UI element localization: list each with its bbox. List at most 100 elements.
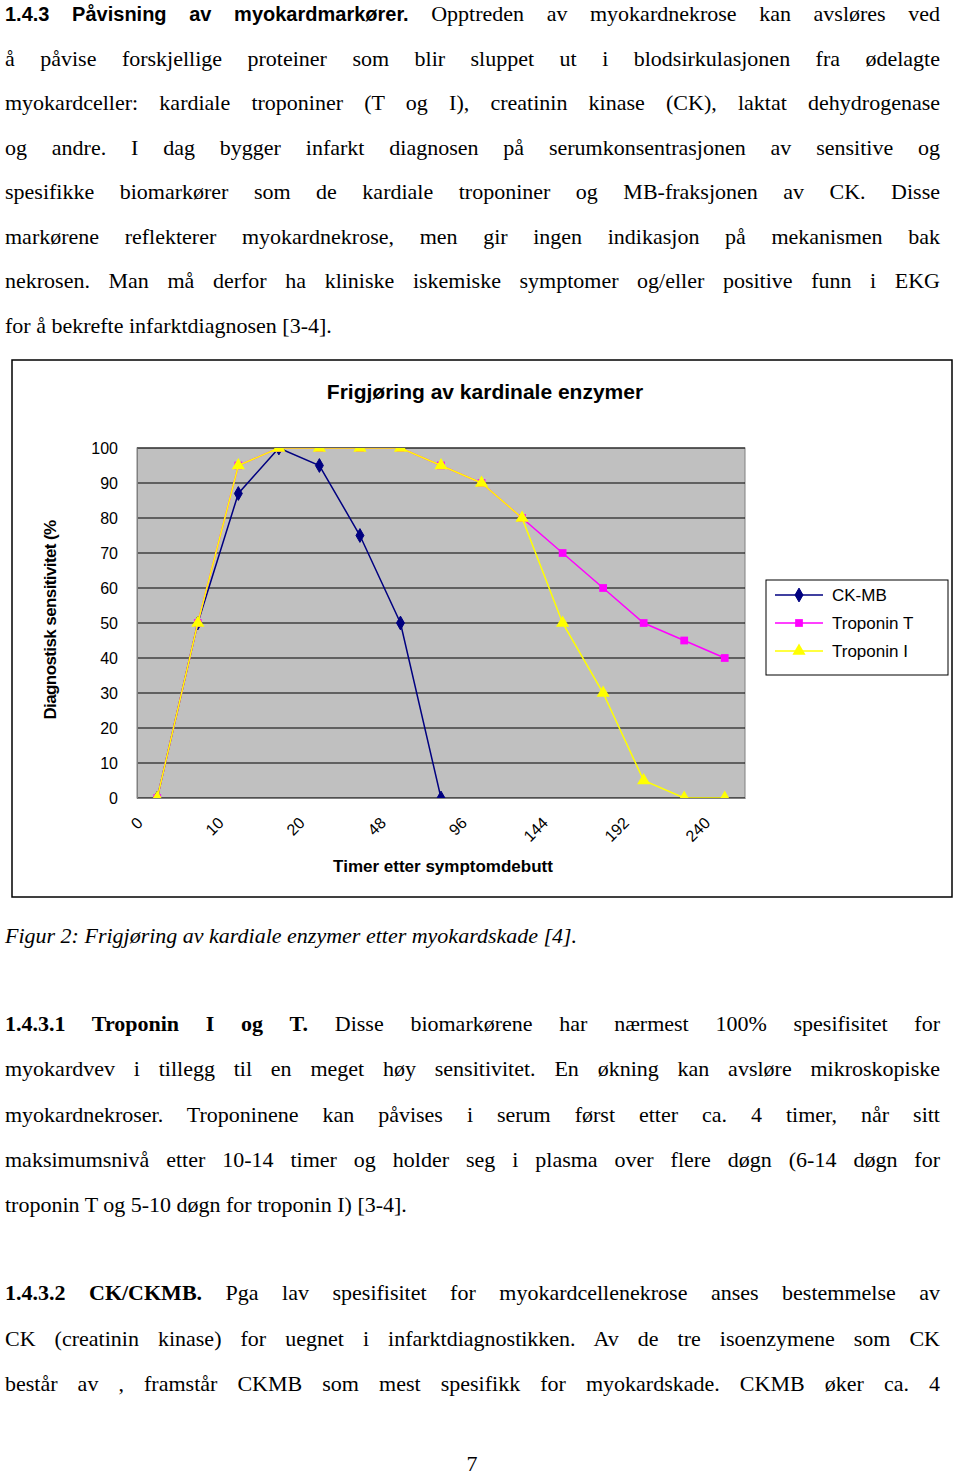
- grid-line: [137, 518, 745, 519]
- data-point: [396, 616, 404, 630]
- data-point: [640, 619, 648, 627]
- x-tick: 192: [601, 798, 644, 845]
- data-point: [151, 790, 164, 798]
- legend-marker: [795, 619, 803, 627]
- data-point: [475, 475, 488, 486]
- text-line: består av , framstår CKMB som mest spesi…: [5, 1370, 940, 1398]
- grid-line: [137, 693, 745, 694]
- page-number: 7: [462, 1451, 482, 1475]
- y-axis-title: Diagnostisk sensitivitet (%: [41, 520, 60, 720]
- data-point: [194, 616, 202, 630]
- text-line: myokardvev i tillegg til en meget høy se…: [5, 1055, 940, 1083]
- legend-label: Troponin T: [832, 614, 913, 633]
- grid-line: [137, 728, 745, 729]
- data-point: [315, 459, 323, 473]
- paragraph-text: troponin T og 5-10 døgn for troponin I) …: [5, 1192, 407, 1217]
- y-tick: 10: [100, 755, 137, 772]
- text-line: nekrosen. Man må derfor ha kliniske iske…: [5, 267, 940, 295]
- x-tick-label: 0: [128, 814, 146, 832]
- subsection-heading: 1.4.3.2 CK/CKMB.: [5, 1280, 202, 1305]
- data-point: [597, 685, 610, 696]
- data-point: [437, 791, 445, 798]
- y-tick-label: 10: [100, 755, 118, 772]
- x-tick-label: 240: [682, 814, 713, 845]
- plot-marks: [151, 448, 732, 798]
- paragraph-text: for å bekrefte infarktdiagnosen [3-4].: [5, 313, 332, 338]
- subsection-heading: 1.4.3.1 Troponin I og T.: [5, 1011, 308, 1036]
- x-tick: 10: [202, 798, 239, 839]
- chart: 0102030405060708090100010204896144192240…: [0, 0, 960, 1475]
- grid-line: [137, 623, 745, 624]
- x-tick: 20: [283, 798, 320, 839]
- x-tick-label: 96: [446, 814, 471, 839]
- grid-line: [137, 448, 745, 449]
- y-tick: 20: [100, 720, 137, 737]
- legend-label: Troponin I: [832, 642, 908, 661]
- x-tick-label: 192: [601, 814, 632, 845]
- x-tick: 0: [128, 798, 158, 832]
- y-tick-label: 50: [100, 615, 118, 632]
- paragraph-text: Disse biomarkørene har nærmest 100% spes…: [335, 1011, 940, 1036]
- data-point: [559, 549, 567, 557]
- data-point: [515, 510, 528, 521]
- y-tick: 100: [91, 440, 137, 457]
- data-point: [556, 615, 569, 626]
- series: [153, 448, 445, 798]
- data-point: [153, 794, 161, 798]
- y-tick: 30: [100, 685, 137, 702]
- text-line: å påvise forskjellige proteiner som blir…: [5, 45, 940, 73]
- series: [153, 448, 728, 798]
- data-point: [316, 448, 324, 452]
- y-axis: 0102030405060708090100: [91, 440, 137, 807]
- x-tick-label: 48: [364, 814, 389, 839]
- grid-line: [137, 658, 745, 659]
- y-tick-label: 100: [91, 440, 118, 457]
- y-tick-label: 80: [100, 510, 118, 527]
- paragraph-text: myokardvev i tillegg til en meget høy se…: [5, 1056, 940, 1081]
- series: [151, 448, 732, 798]
- grid: [137, 448, 745, 798]
- paragraph-text: maksimumsnivå etter 10-14 timer og holde…: [5, 1147, 940, 1172]
- y-tick-label: 30: [100, 685, 118, 702]
- grid-line: [137, 483, 745, 484]
- page: 1.4.3 Påvisning av myokardmarkører. Oppt…: [0, 0, 960, 1475]
- y-tick: 50: [100, 615, 137, 632]
- paragraph-text: og andre. I dag bygger infarkt diagnosen…: [5, 135, 940, 160]
- grid-line: [137, 763, 745, 764]
- data-point: [232, 458, 245, 469]
- legend-swatch: [775, 650, 823, 652]
- y-tick: 90: [100, 475, 137, 492]
- plot-area: [137, 448, 745, 798]
- data-point: [518, 514, 526, 522]
- y-tick-label: 40: [100, 650, 118, 667]
- paragraph-text: å påvise forskjellige proteiner som blir…: [5, 46, 940, 71]
- text-line: spesifikke biomarkører som de kardiale t…: [5, 178, 940, 206]
- data-point: [680, 637, 688, 645]
- paragraph-text: myokardnekroser. Troponinene kan påvises…: [5, 1102, 940, 1127]
- text-line: myokardnekroser. Troponinene kan påvises…: [5, 1101, 940, 1129]
- series-line: [157, 448, 441, 798]
- data-point: [275, 448, 283, 455]
- y-tick: 40: [100, 650, 137, 667]
- paragraph-text: myokardceller: kardiale troponiner (T og…: [5, 90, 940, 115]
- text-line: 1.4.3.2 CK/CKMB. Pga lav spesifisitet fo…: [5, 1279, 940, 1307]
- text-line: troponin T og 5-10 døgn for troponin I) …: [5, 1191, 940, 1219]
- data-point: [191, 615, 204, 626]
- section-heading: 1.4.3 Påvisning av myokardmarkører.: [5, 3, 409, 25]
- x-axis: 010204896144192240: [128, 798, 746, 845]
- paragraph-text: nekrosen. Man må derfor ha kliniske iske…: [5, 268, 940, 293]
- x-axis-title: Timer etter symptomdebutt: [333, 857, 553, 876]
- x-tick: 48: [364, 798, 401, 839]
- x-axis-line: [138, 798, 746, 799]
- data-point: [234, 487, 242, 501]
- data-point: [194, 619, 202, 627]
- x-tick: 96: [446, 798, 483, 839]
- text-line: og andre. I dag bygger infarkt diagnosen…: [5, 134, 940, 162]
- y-tick-label: 60: [100, 580, 118, 597]
- y-tick: 80: [100, 510, 137, 527]
- legend-marker: [795, 588, 803, 602]
- legend: CK-MBTroponin TTroponin I: [766, 580, 948, 675]
- y-tick: 70: [100, 545, 137, 562]
- text-line: myokardceller: kardiale troponiner (T og…: [5, 89, 940, 117]
- data-point: [234, 462, 242, 470]
